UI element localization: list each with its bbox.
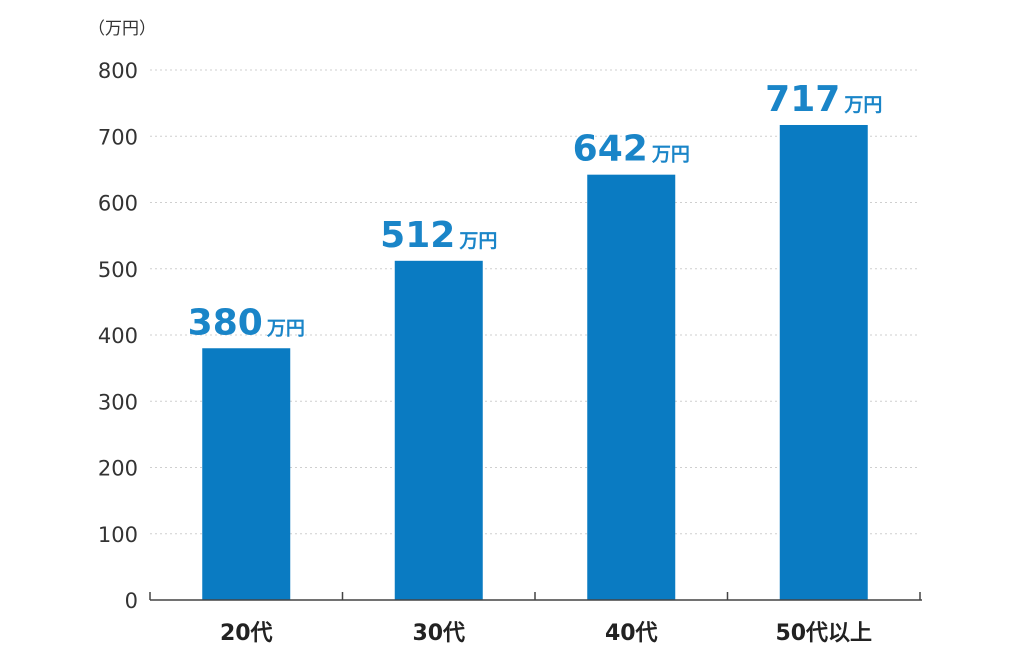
y-tick-label: 300 [98, 390, 138, 414]
category-label: 50代以上 [775, 621, 872, 646]
bar [202, 348, 291, 600]
category-label: 40代 [605, 621, 658, 646]
y-axis-tick-labels: 0 100 200 300 400 500 600 700 800 [98, 59, 138, 613]
category-labels: 20代 30代 40代 50代以上 [220, 621, 872, 646]
y-tick-label: 500 [98, 258, 138, 282]
y-tick-label: 800 [98, 59, 138, 83]
value-unit: 万円 [458, 230, 497, 252]
y-tick-label: 0 [125, 589, 138, 613]
value-unit: 万円 [651, 144, 690, 166]
bar [394, 260, 483, 600]
y-tick-label: 400 [98, 324, 138, 348]
y-tick-label: 700 [98, 125, 138, 149]
y-tick-label: 600 [98, 192, 138, 216]
value-number: 717 [765, 79, 840, 120]
value-number: 380 [188, 302, 263, 343]
bar [587, 174, 676, 601]
category-label: 30代 [412, 621, 465, 646]
category-label: 20代 [220, 621, 273, 646]
value-label: 380 万円 [188, 302, 305, 343]
value-unit: 万円 [843, 94, 882, 116]
x-axis [149, 592, 922, 601]
value-unit: 万円 [266, 317, 305, 339]
y-tick-label: 200 [98, 457, 138, 481]
bars [202, 124, 868, 601]
value-number: 512 [380, 215, 455, 256]
y-tick-label: 100 [98, 523, 138, 547]
value-number: 642 [573, 129, 648, 170]
value-label: 642 万円 [573, 129, 690, 170]
value-label: 512 万円 [380, 215, 497, 256]
value-label: 717 万円 [765, 79, 882, 120]
y-axis-unit-label: （万円） [88, 19, 156, 39]
bar [779, 124, 868, 601]
